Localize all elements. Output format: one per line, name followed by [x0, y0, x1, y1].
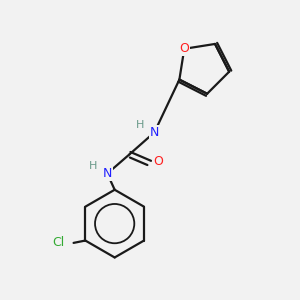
Text: N: N: [150, 126, 159, 139]
Text: O: O: [179, 42, 189, 55]
Text: N: N: [103, 167, 112, 180]
Text: Cl: Cl: [52, 236, 64, 249]
Text: H: H: [89, 161, 98, 171]
Text: O: O: [153, 155, 163, 168]
Text: H: H: [136, 120, 144, 130]
